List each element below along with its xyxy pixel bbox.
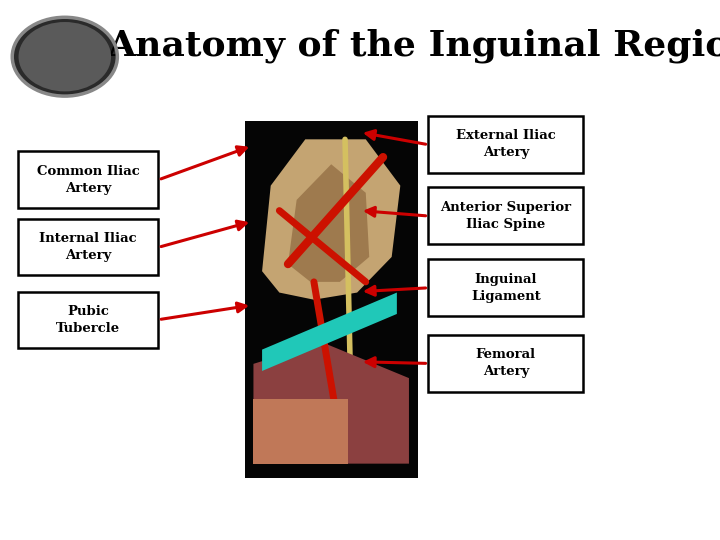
Polygon shape (288, 164, 369, 282)
Text: Anatomy of the Inguinal Region: Anatomy of the Inguinal Region (107, 29, 720, 63)
Text: Anterior Superior
Iliac Spine: Anterior Superior Iliac Spine (440, 201, 572, 231)
Text: Common Iliac
Artery: Common Iliac Artery (37, 165, 140, 194)
Bar (18, 219, 158, 275)
Bar (428, 187, 583, 244)
Bar (253, 400, 348, 464)
Bar (18, 292, 158, 348)
Polygon shape (262, 139, 400, 300)
Polygon shape (262, 293, 397, 371)
Bar (428, 335, 583, 392)
Bar (245, 122, 418, 478)
Text: Inguinal
Ligament: Inguinal Ligament (471, 273, 541, 302)
Text: Femoral
Artery: Femoral Artery (476, 348, 536, 378)
Circle shape (12, 17, 117, 96)
Circle shape (19, 22, 111, 91)
Bar (18, 151, 158, 208)
Polygon shape (253, 342, 409, 464)
Text: Internal Iliac
Artery: Internal Iliac Artery (40, 232, 137, 262)
Bar (428, 259, 583, 316)
Bar (428, 116, 583, 173)
Text: Pubic
Tubercle: Pubic Tubercle (56, 305, 120, 335)
Text: External Iliac
Artery: External Iliac Artery (456, 130, 556, 159)
